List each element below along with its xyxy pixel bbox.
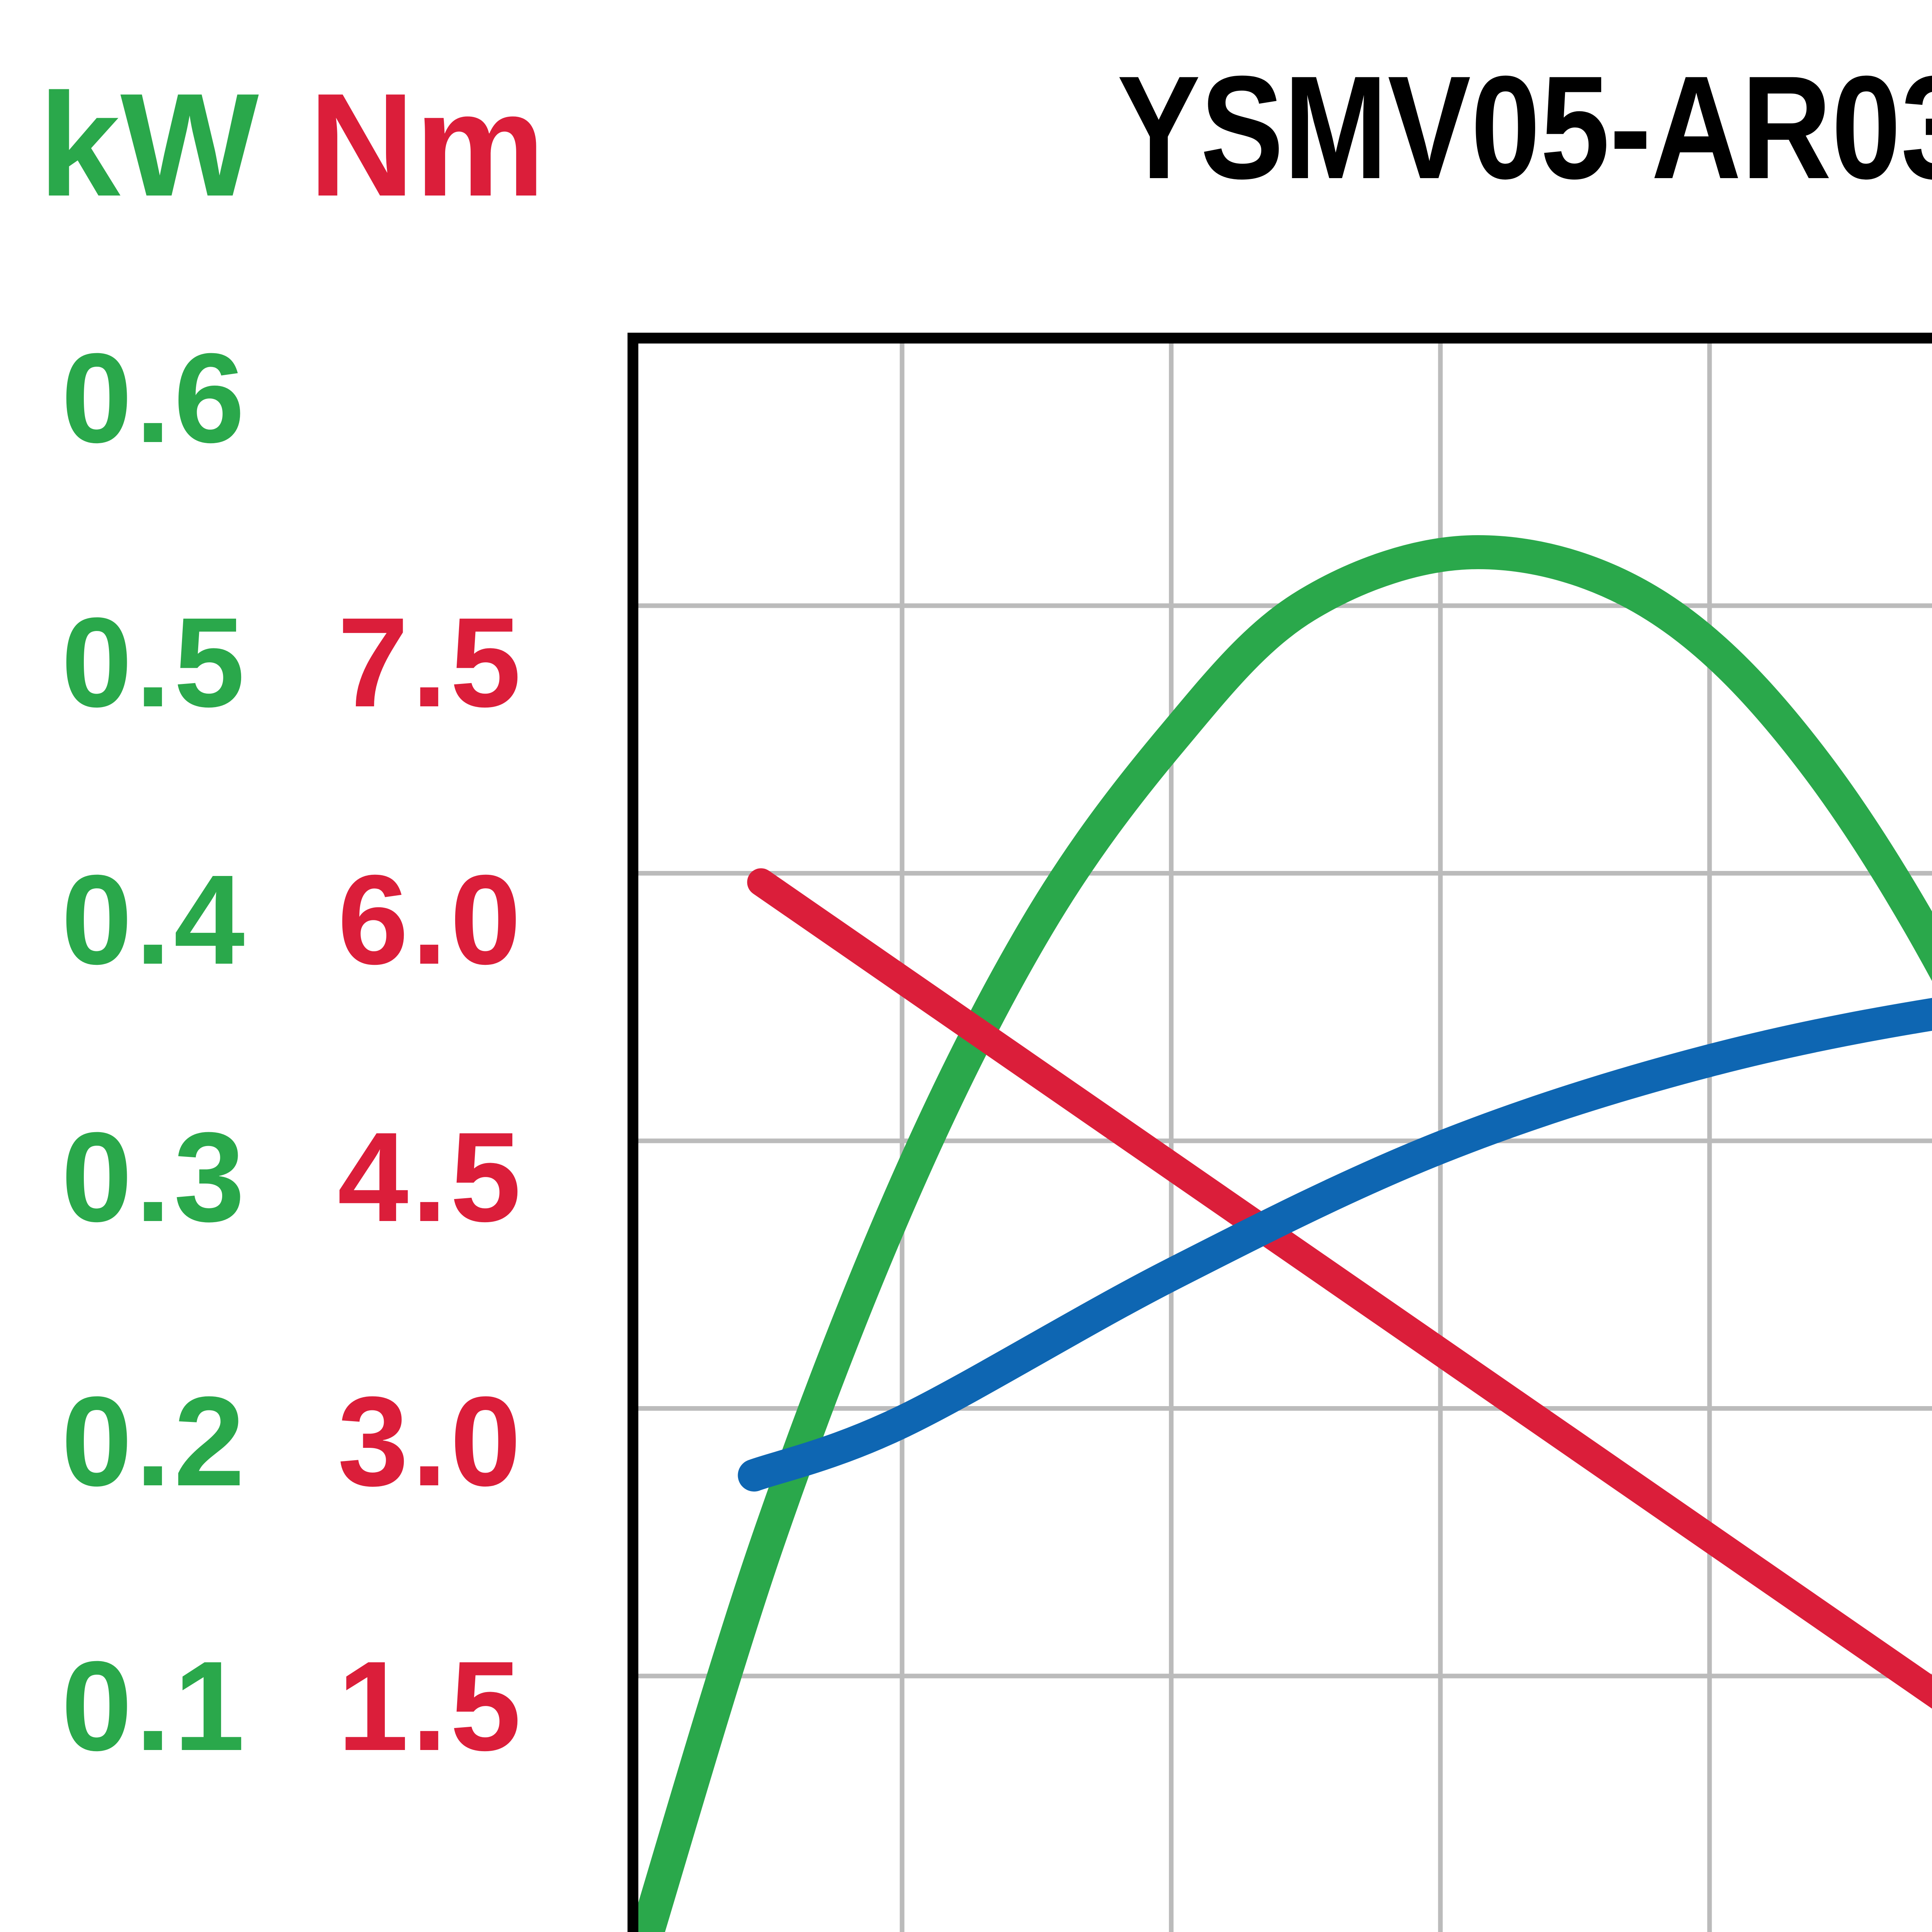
y-tick-torque-3.0: 3.0 [337, 1370, 524, 1512]
y-tick-power-0.3: 0.3 [61, 1105, 248, 1248]
flow-curve [738, 998, 1932, 1492]
y-tick-torque-7.5: 7.5 [337, 591, 524, 733]
y-tick-torque-4.5: 4.5 [337, 1105, 524, 1248]
y-tick-torque-6.0: 6.0 [337, 848, 524, 991]
y-tick-power-0.2: 0.2 [61, 1370, 248, 1512]
y-tick-power-0.1: 0.1 [61, 1634, 248, 1777]
power-axis-unit: kW [39, 63, 259, 227]
y-tick-power-0.5: 0.5 [61, 591, 248, 733]
y-tick-torque-1.5: 1.5 [337, 1634, 524, 1777]
plot-frame [628, 333, 1932, 1932]
torque-curve [747, 868, 1932, 1709]
power-curve [638, 535, 1932, 1932]
chart-title: YSMV05-AR030 [1036, 54, 1932, 201]
torque-axis-unit: Nm [308, 63, 546, 227]
y-tick-power-0.4: 0.4 [61, 848, 248, 991]
y-tick-power-0.6: 0.6 [61, 327, 248, 469]
chart-title-text: YSMV05-AR030 [1117, 45, 1932, 209]
